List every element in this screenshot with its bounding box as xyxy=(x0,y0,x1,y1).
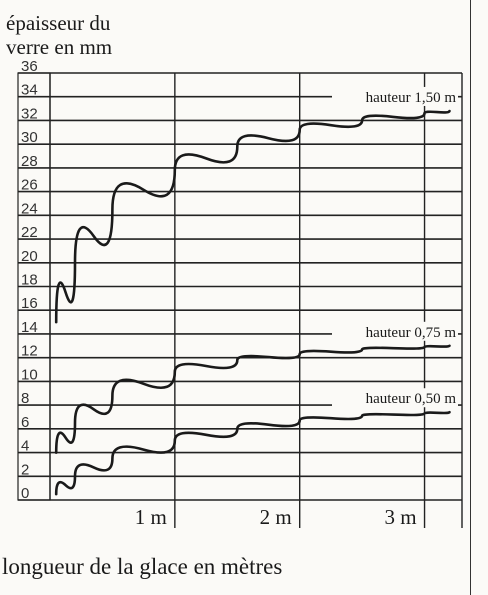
y-tick-label: 30 xyxy=(21,129,38,146)
y-tick-label: 22 xyxy=(21,224,38,241)
y-tick-label: 6 xyxy=(21,414,29,431)
y-tick-label: 16 xyxy=(21,295,38,312)
x-axis-label: longueur de la glace en mètres xyxy=(2,554,283,579)
series-line xyxy=(54,410,451,496)
x-tick-label: 3 m xyxy=(384,505,416,529)
x-tick-label: 2 m xyxy=(260,505,292,529)
y-tick-label: 24 xyxy=(21,200,38,217)
y-tick-label: 34 xyxy=(21,82,38,99)
series-label-background xyxy=(332,388,458,408)
y-tick-label: 14 xyxy=(21,319,38,336)
y-tick-label: 36 xyxy=(21,58,38,75)
y-tick-label: 2 xyxy=(21,461,29,478)
page-border xyxy=(470,0,471,595)
y-axis-label-line1: épaisseur du xyxy=(6,11,111,35)
y-tick-label: 4 xyxy=(21,438,29,455)
series-line xyxy=(54,109,451,324)
series-label: hauteur 1,50 m xyxy=(366,90,457,106)
series-line xyxy=(54,344,451,454)
y-tick-label: 8 xyxy=(21,390,29,407)
y-tick-label: 20 xyxy=(21,248,38,265)
x-tick-label: 1 m xyxy=(135,505,167,529)
series-label: hauteur 0,50 m xyxy=(366,391,457,407)
y-tick-label: 0 xyxy=(21,485,29,502)
y-tick-label: 10 xyxy=(21,366,38,383)
y-tick-label: 12 xyxy=(21,343,38,360)
y-tick-label: 28 xyxy=(21,153,38,170)
series-label: hauteur 0,75 m xyxy=(366,325,457,341)
series-label-background xyxy=(332,86,458,106)
y-tick-label: 32 xyxy=(21,105,38,122)
series-label-background xyxy=(332,321,458,341)
y-tick-label: 26 xyxy=(21,177,38,194)
y-tick-label: 18 xyxy=(21,272,38,289)
y-axis-label-line2: verre en mm xyxy=(6,35,113,59)
